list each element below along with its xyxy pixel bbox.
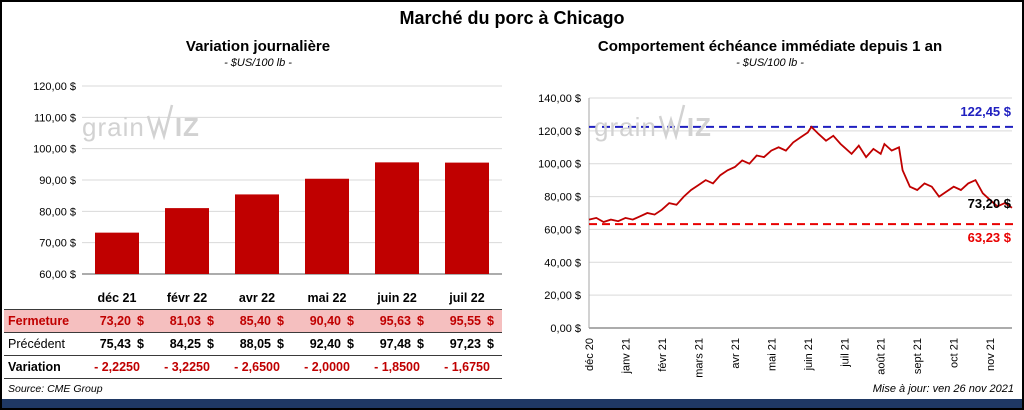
table-cell-variation: - 1,6750 — [432, 356, 502, 379]
y-tick-label: 20,00 $ — [544, 290, 581, 302]
table-cell-fermeture: 73,20 $ — [82, 310, 152, 333]
right-chart-title: Comportement échéance immédiate depuis 1… — [597, 38, 943, 55]
x-tick-label: mars 21 — [693, 338, 705, 378]
bar-déc 21 — [95, 232, 139, 274]
x-tick-label: févr 21 — [657, 338, 669, 372]
x-tick-label: janv 21 — [620, 338, 632, 374]
table-corner — [4, 286, 82, 310]
month-header: juin 22 — [362, 286, 432, 310]
daily-variation-panel: Variation journalière - $US/100 lb - 60,… — [2, 38, 514, 402]
table-cell-variation: - 1,8500 — [362, 356, 432, 379]
right-chart-subtitle: - $US/100 lb - — [736, 57, 804, 69]
y-tick-label: 70,00 $ — [39, 238, 76, 250]
table-cell-precedent: 97,48 $ — [362, 333, 432, 356]
month-header: avr 22 — [222, 286, 292, 310]
table-cell-variation: - 2,0000 — [292, 356, 362, 379]
wiz-zigzag-icon — [146, 104, 174, 140]
bar-avr 22 — [235, 194, 279, 274]
page-title: Marché du porc à Chicago — [399, 8, 625, 28]
x-tick-label: oct 21 — [949, 338, 961, 368]
x-tick-label: avr 21 — [730, 338, 742, 369]
y-tick-label: 0,00 $ — [550, 323, 581, 335]
row-label-variation: Variation — [4, 356, 82, 379]
one-year-trend-panel: Comportement échéance immédiate depuis 1… — [514, 38, 1022, 402]
month-header: mai 22 — [292, 286, 362, 310]
y-tick-label: 60,00 $ — [39, 269, 76, 281]
y-tick-label: 140,00 $ — [538, 93, 581, 105]
table-cell-fermeture: 95,63 $ — [362, 310, 432, 333]
last-price-annotation: 73,20 $ — [967, 196, 1011, 211]
wiz-zigzag-icon — [658, 104, 686, 140]
watermark-suffix: IZ — [686, 112, 712, 142]
table-cell-precedent: 92,40 $ — [292, 333, 362, 356]
watermark-prefix: grain — [82, 112, 145, 142]
max-price-annotation: 122,45 $ — [960, 104, 1011, 119]
table-cell-fermeture: 90,40 $ — [292, 310, 362, 333]
table-cell-precedent: 88,05 $ — [222, 333, 292, 356]
price-line — [588, 125, 1013, 223]
update-note: Mise à jour: ven 26 nov 2021 — [872, 383, 1014, 395]
y-tick-label: 80,00 $ — [544, 192, 581, 204]
watermark-prefix: grain — [594, 112, 657, 142]
table-cell-variation: - 2,6500 — [222, 356, 292, 379]
table-cell-fermeture: 95,55 $ — [432, 310, 502, 333]
month-header: févr 22 — [152, 286, 222, 310]
x-tick-label: août 21 — [876, 338, 888, 375]
support-price-annotation: 63,23 $ — [967, 230, 1011, 245]
y-tick-label: 110,00 $ — [34, 112, 76, 124]
row-label-fermeture: Fermeture — [4, 310, 82, 333]
bar-juil 22 — [445, 162, 489, 274]
bottom-accent-bar — [2, 399, 1022, 408]
row-label-precedent: Précédent — [4, 333, 82, 356]
y-tick-label: 120,00 $ — [538, 126, 581, 138]
y-tick-label: 120,00 $ — [33, 81, 76, 93]
y-tick-label: 90,00 $ — [39, 175, 76, 187]
table-cell-fermeture: 85,40 $ — [222, 310, 292, 333]
x-tick-label: juil 21 — [839, 338, 851, 368]
grainwiz-watermark: grain IZ — [594, 104, 712, 140]
month-header: déc 21 — [82, 286, 152, 310]
y-tick-label: 40,00 $ — [544, 257, 581, 269]
bar-chart: 60,00 $ 70,00 $ 80,00 $ 90,00 $ 100,00 $ 110,… — [33, 81, 502, 281]
y-tick-label: 80,00 $ — [39, 206, 76, 218]
watermark-suffix: IZ — [174, 112, 200, 142]
x-tick-label: déc 20 — [584, 338, 596, 371]
month-header: juil 22 — [432, 286, 502, 310]
table-cell-precedent: 97,23 $ — [432, 333, 502, 356]
left-chart-subtitle: - $US/100 lb - — [224, 57, 292, 69]
grainwiz-watermark: grain IZ — [82, 104, 200, 140]
x-tick-label: mai 21 — [766, 338, 778, 371]
x-tick-label: sept 21 — [912, 338, 924, 374]
bar-févr 22 — [165, 208, 209, 274]
bar-juin 22 — [375, 162, 419, 274]
bar-mai 22 — [305, 178, 349, 274]
x-tick-label: nov 21 — [985, 338, 997, 371]
left-chart-title: Variation journalière — [185, 38, 331, 55]
table-cell-variation: - 2,2250 — [82, 356, 152, 379]
source-note: Source: CME Group — [8, 383, 103, 395]
x-tick-label: juin 21 — [803, 338, 815, 371]
line-chart: 0,00 $ 20,00 $ 40,00 $ 60,00 $ 80,00 $ 100,00… — [538, 93, 1016, 378]
y-tick-label: 60,00 $ — [544, 224, 581, 236]
y-tick-label: 100,00 $ — [538, 159, 581, 171]
price-table: déc 21 févr 22 avr 22 mai 22 juin 22 juil 22 F… — [4, 286, 502, 379]
table-cell-precedent: 75,43 $ — [82, 333, 152, 356]
table-cell-fermeture: 81,03 $ — [152, 310, 222, 333]
table-cell-precedent: 84,25 $ — [152, 333, 222, 356]
y-tick-label: 100,00 $ — [33, 144, 76, 156]
table-cell-variation: - 3,2250 — [152, 356, 222, 379]
